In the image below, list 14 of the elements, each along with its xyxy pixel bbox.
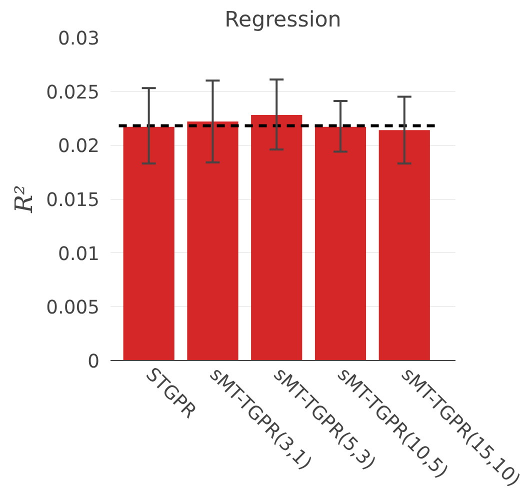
chart-title: Regression [224,8,342,32]
bar [123,126,174,360]
y-tick-label: 0.015 [46,190,100,211]
y-tick-label: 0.03 [58,28,100,50]
bar [314,126,366,360]
bar [187,121,238,360]
bar [251,115,302,360]
y-tick-label: 0.01 [58,244,100,265]
y-tick-label: 0 [88,352,100,372]
y-axis-title: R² [10,185,38,214]
y-tick-label: 0.005 [46,298,100,319]
y-tick-label: 0.025 [46,82,100,104]
y-tick-label: 0.02 [58,136,100,158]
bar [378,130,430,360]
